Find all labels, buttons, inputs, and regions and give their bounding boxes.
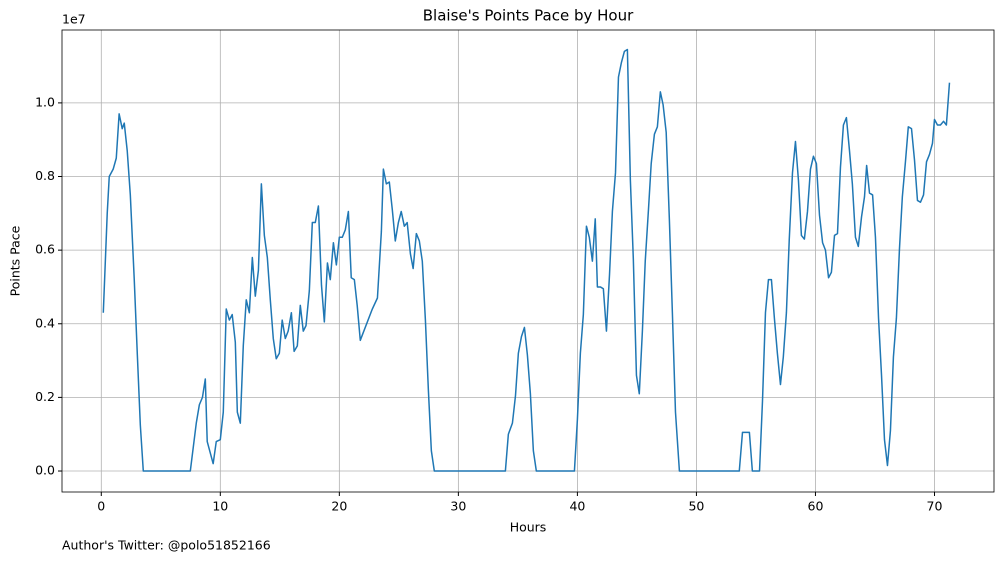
x-tick-label: 50 bbox=[688, 499, 704, 514]
y-tick-label: 0.0 bbox=[35, 463, 55, 478]
chart-title: Blaise's Points Pace by Hour bbox=[423, 7, 634, 25]
y-tick-label: 0.6 bbox=[35, 242, 55, 257]
x-tick-label: 0 bbox=[97, 499, 105, 514]
x-tick-label: 40 bbox=[569, 499, 585, 514]
data-line bbox=[102, 48, 951, 472]
x-tick-label: 10 bbox=[212, 499, 228, 514]
y-tick-label: 1.0 bbox=[35, 94, 55, 109]
x-tick-label: 60 bbox=[808, 499, 824, 514]
y-offset-label: 1e7 bbox=[62, 12, 86, 27]
annotation: Author's Twitter: @polo51852166 bbox=[62, 538, 271, 553]
plot-frame bbox=[61, 29, 995, 493]
x-tick-label: 70 bbox=[927, 499, 943, 514]
y-tick-label: 0.2 bbox=[35, 389, 55, 404]
x-tick-label: 20 bbox=[331, 499, 347, 514]
y-tick-label: 0.8 bbox=[35, 168, 55, 183]
x-axis-label: Hours bbox=[510, 520, 547, 535]
y-tick-label: 0.4 bbox=[35, 315, 55, 330]
x-tick-label: 30 bbox=[450, 499, 466, 514]
y-axis-label: Points Pace bbox=[8, 225, 23, 296]
